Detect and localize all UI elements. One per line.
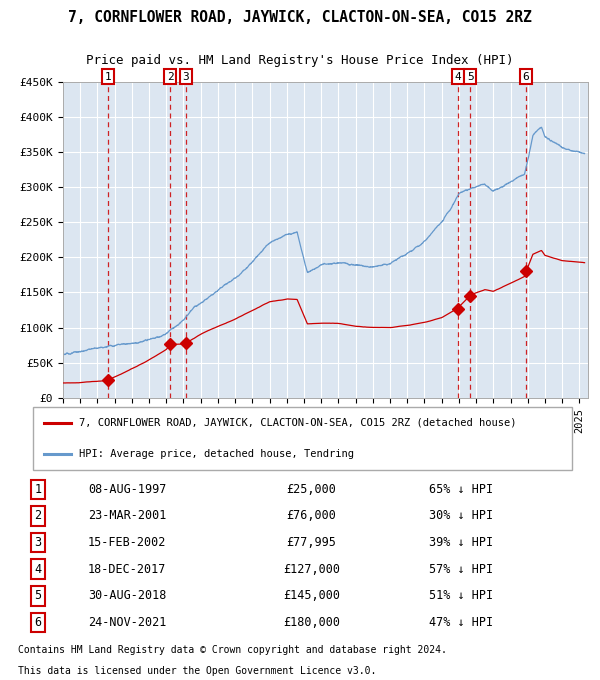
- Text: £145,000: £145,000: [283, 590, 340, 602]
- Text: Price paid vs. HM Land Registry's House Price Index (HPI): Price paid vs. HM Land Registry's House …: [86, 54, 514, 67]
- Text: 3: 3: [182, 71, 189, 82]
- FancyBboxPatch shape: [33, 407, 572, 470]
- Text: 57% ↓ HPI: 57% ↓ HPI: [429, 563, 493, 576]
- Text: 24-NOV-2021: 24-NOV-2021: [88, 616, 166, 629]
- Text: 4: 4: [34, 563, 41, 576]
- Text: 4: 4: [455, 71, 461, 82]
- Text: 39% ↓ HPI: 39% ↓ HPI: [429, 536, 493, 549]
- Text: 7, CORNFLOWER ROAD, JAYWICK, CLACTON-ON-SEA, CO15 2RZ (detached house): 7, CORNFLOWER ROAD, JAYWICK, CLACTON-ON-…: [79, 418, 517, 428]
- Text: 6: 6: [34, 616, 41, 629]
- Text: 2: 2: [167, 71, 173, 82]
- Text: 5: 5: [34, 590, 41, 602]
- Text: 18-DEC-2017: 18-DEC-2017: [88, 563, 166, 576]
- Text: £127,000: £127,000: [283, 563, 340, 576]
- Text: 15-FEB-2002: 15-FEB-2002: [88, 536, 166, 549]
- Text: Contains HM Land Registry data © Crown copyright and database right 2024.: Contains HM Land Registry data © Crown c…: [18, 645, 446, 655]
- Text: 5: 5: [467, 71, 473, 82]
- Text: 1: 1: [34, 483, 41, 496]
- Text: 47% ↓ HPI: 47% ↓ HPI: [429, 616, 493, 629]
- Text: £77,995: £77,995: [287, 536, 337, 549]
- Text: 30-AUG-2018: 30-AUG-2018: [88, 590, 166, 602]
- Text: 7, CORNFLOWER ROAD, JAYWICK, CLACTON-ON-SEA, CO15 2RZ: 7, CORNFLOWER ROAD, JAYWICK, CLACTON-ON-…: [68, 10, 532, 24]
- Text: This data is licensed under the Open Government Licence v3.0.: This data is licensed under the Open Gov…: [18, 666, 376, 676]
- Text: 51% ↓ HPI: 51% ↓ HPI: [429, 590, 493, 602]
- Text: 65% ↓ HPI: 65% ↓ HPI: [429, 483, 493, 496]
- Text: £25,000: £25,000: [287, 483, 337, 496]
- Text: 3: 3: [34, 536, 41, 549]
- Text: 30% ↓ HPI: 30% ↓ HPI: [429, 509, 493, 522]
- Text: HPI: Average price, detached house, Tendring: HPI: Average price, detached house, Tend…: [79, 449, 354, 459]
- Text: 1: 1: [104, 71, 111, 82]
- Text: £180,000: £180,000: [283, 616, 340, 629]
- Text: £76,000: £76,000: [287, 509, 337, 522]
- Text: 6: 6: [523, 71, 529, 82]
- Text: 08-AUG-1997: 08-AUG-1997: [88, 483, 166, 496]
- Text: 23-MAR-2001: 23-MAR-2001: [88, 509, 166, 522]
- Text: 2: 2: [34, 509, 41, 522]
